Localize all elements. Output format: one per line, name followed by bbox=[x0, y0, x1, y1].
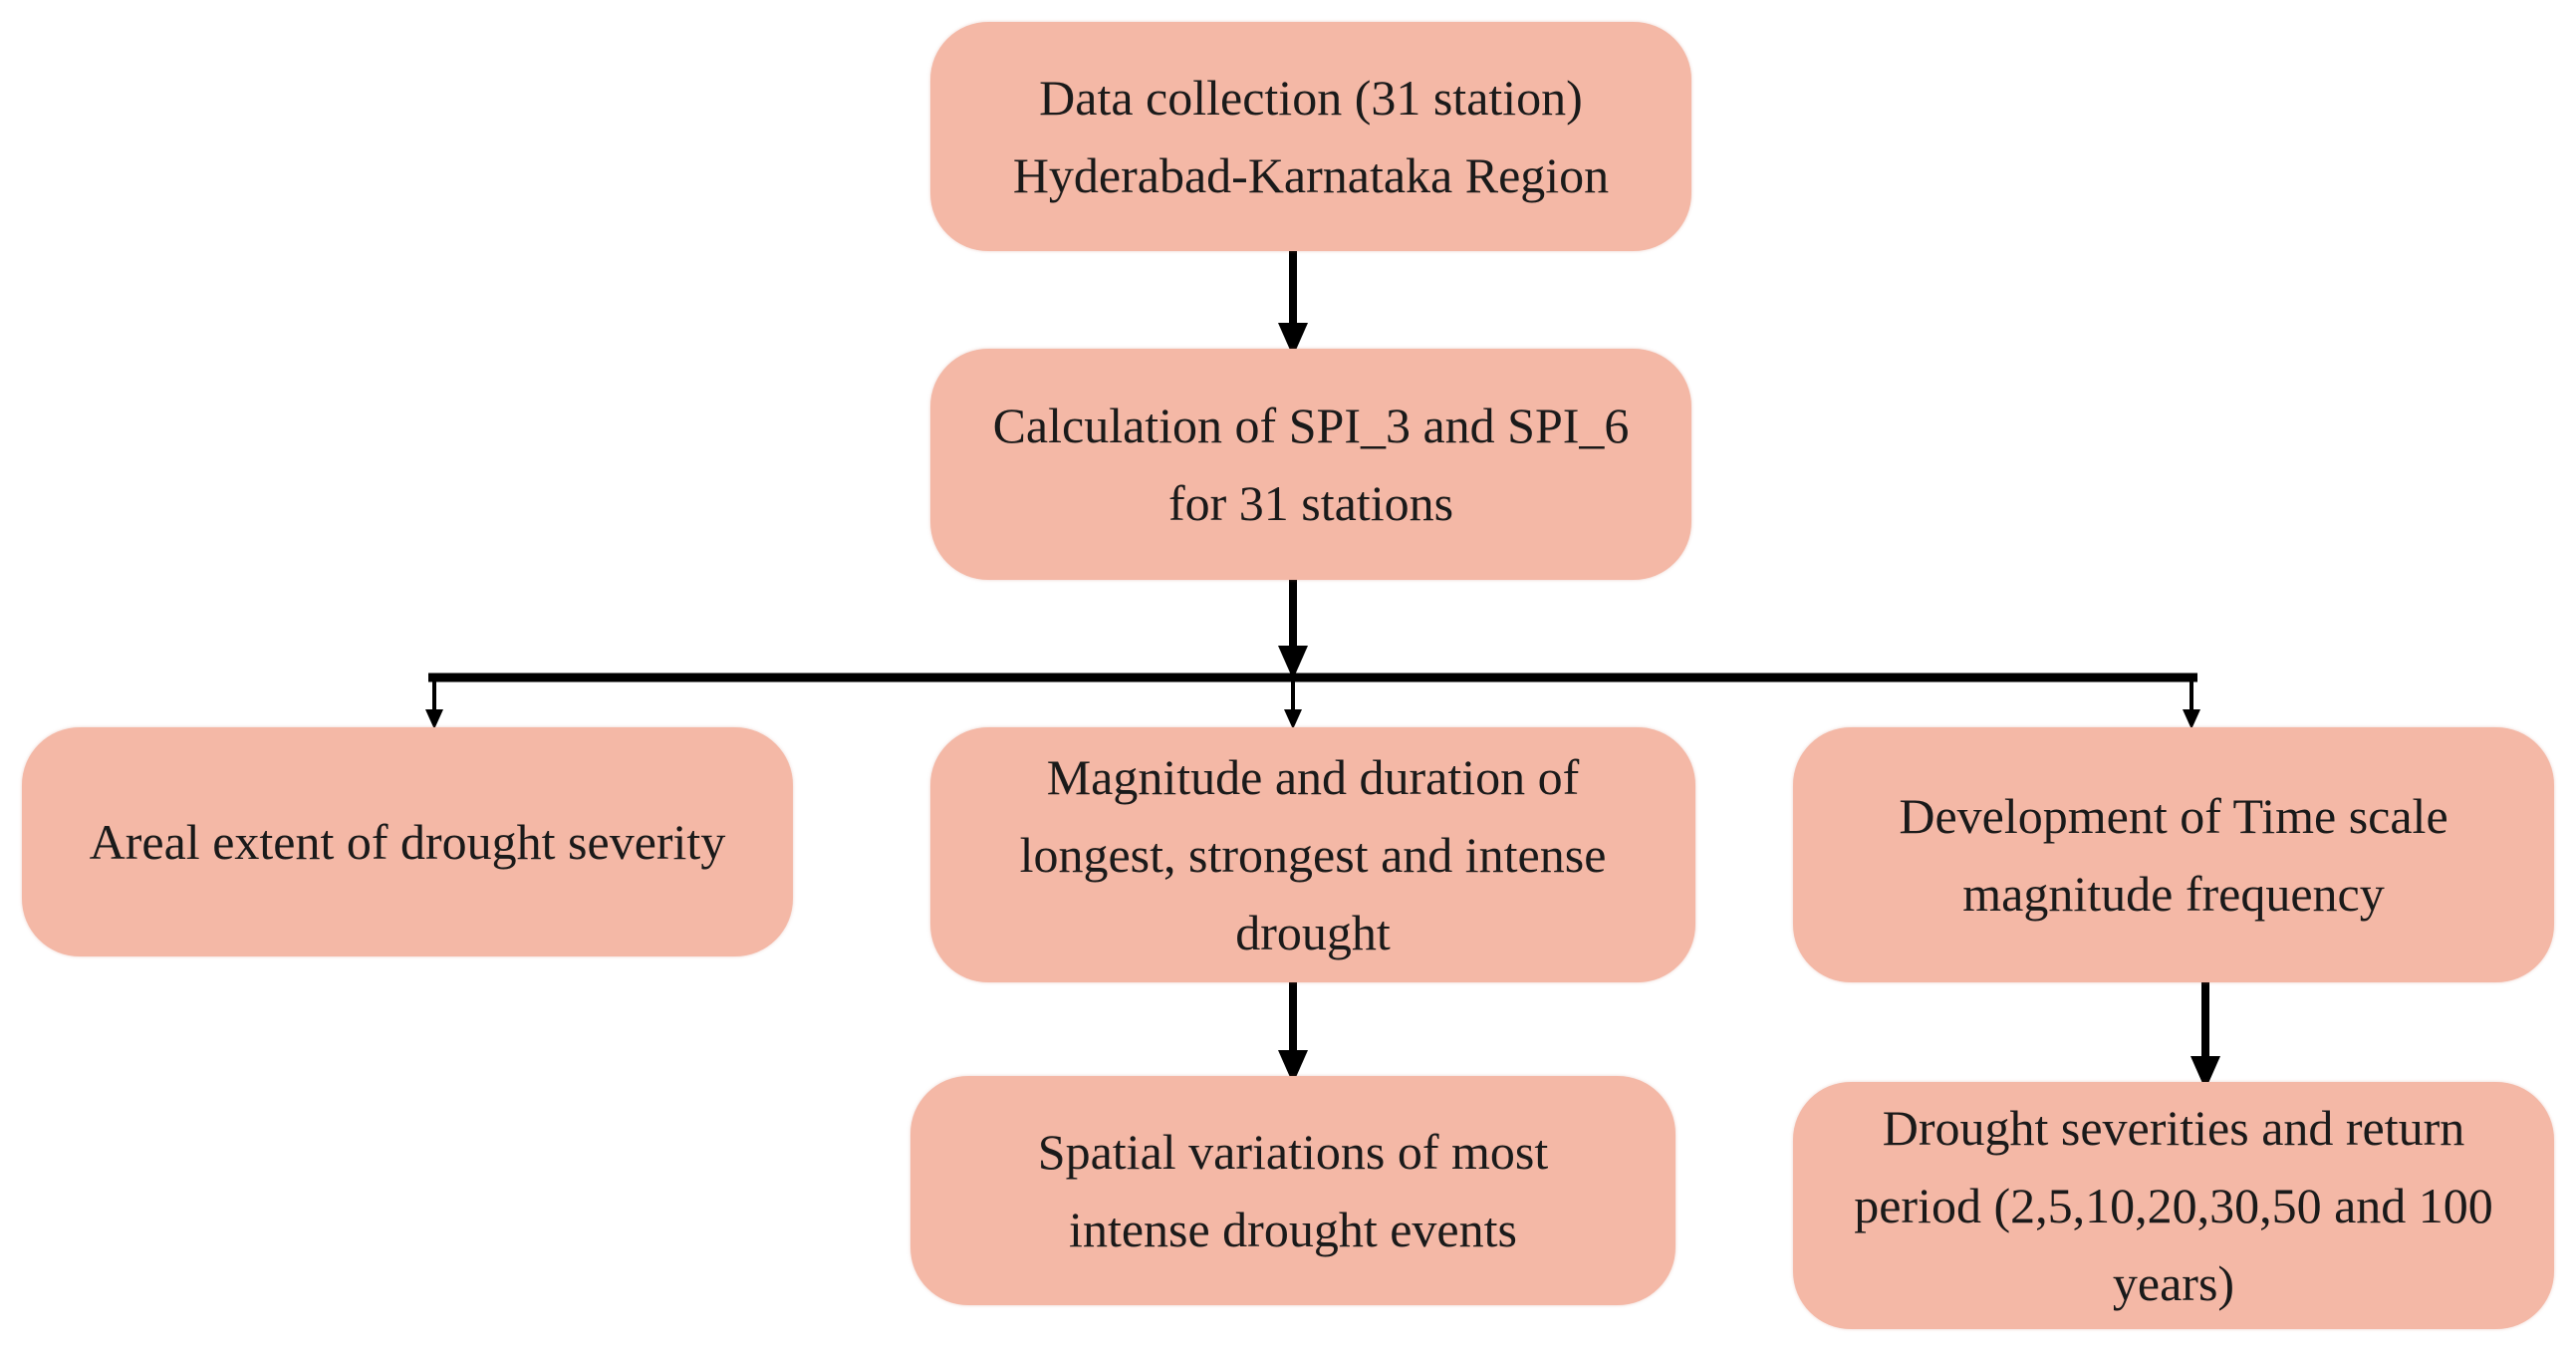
node-spatial-variations-label: Spatial variations of most intense droug… bbox=[1037, 1124, 1549, 1257]
node-time-scale-label: Development of Time scale magnitude freq… bbox=[1899, 788, 2448, 922]
node-areal-extent-label: Areal extent of drought severity bbox=[89, 814, 726, 870]
node-spi-calculation-label: Calculation of SPI_3 and SPI_6 for 31 st… bbox=[992, 398, 1630, 531]
node-severities-return: Drought severities and return period (2,… bbox=[1793, 1082, 2554, 1329]
node-time-scale: Development of Time scale magnitude freq… bbox=[1793, 727, 2554, 982]
node-data-collection: Data collection (31 station) Hyderabad-K… bbox=[930, 22, 1691, 251]
node-data-collection-label: Data collection (31 station) Hyderabad-K… bbox=[1012, 70, 1610, 203]
node-spatial-variations: Spatial variations of most intense droug… bbox=[910, 1076, 1675, 1305]
node-magnitude-duration: Magnitude and duration of longest, stron… bbox=[930, 727, 1695, 982]
node-spi-calculation: Calculation of SPI_3 and SPI_6 for 31 st… bbox=[930, 349, 1691, 580]
node-severities-return-label: Drought severities and return period (2,… bbox=[1854, 1100, 2493, 1311]
node-magnitude-duration-label: Magnitude and duration of longest, stron… bbox=[1019, 749, 1607, 960]
node-areal-extent: Areal extent of drought severity bbox=[22, 727, 793, 956]
